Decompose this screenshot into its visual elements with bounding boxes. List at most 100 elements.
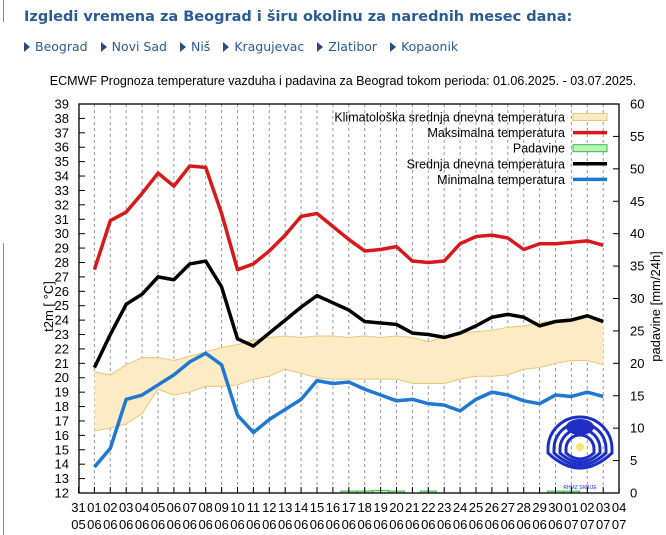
y-tick-label: 23 (55, 327, 69, 342)
x-tick-day: 15 (310, 500, 324, 515)
x-tick-day: 20 (389, 500, 403, 515)
x-tick-month: 06 (278, 517, 292, 532)
arrow-right-icon (100, 41, 107, 52)
x-tick-day: 03 (596, 500, 610, 515)
y-tick-label: 38 (55, 111, 69, 126)
x-tick-day: 03 (119, 500, 133, 515)
x-tick-day: 18 (357, 500, 371, 515)
x-tick-month: 06 (342, 517, 356, 532)
climatology-band (94, 317, 604, 432)
x-tick-day: 04 (612, 500, 626, 515)
city-link-kragujevac[interactable]: Kragujevac (223, 39, 304, 54)
y-tick-label: 24 (55, 313, 69, 328)
legend-label: Minimalna temperatura (437, 173, 565, 187)
y2-tick-label: 60 (630, 97, 644, 112)
x-tick-day: 02 (580, 500, 594, 515)
y-tick-label: 19 (55, 385, 69, 400)
y-tick-label: 35 (55, 154, 69, 169)
y-tick-label: 15 (55, 442, 69, 457)
page-title: Izgledi vremena za Beograd i širu okolin… (24, 9, 573, 25)
city-link-novi-sad[interactable]: Novi Sad (100, 39, 167, 54)
x-tick-month: 06 (389, 517, 403, 532)
y-tick-label: 30 (55, 226, 69, 241)
city-link-label: Novi Sad (111, 39, 167, 54)
x-tick-month: 06 (548, 517, 562, 532)
y-tick-label: 39 (55, 97, 69, 112)
city-link-zlatibor[interactable]: Zlatibor (317, 39, 377, 54)
x-tick-month: 06 (357, 517, 371, 532)
x-tick-day: 29 (532, 500, 546, 515)
climatology-upper-edge (94, 316, 604, 376)
x-tick-month: 06 (326, 517, 340, 532)
x-tick-month: 06 (516, 517, 530, 532)
x-tick-month: 06 (501, 517, 515, 532)
legend-label: Maksimalna temperatura (427, 126, 565, 140)
x-tick-month: 06 (405, 517, 419, 532)
x-tick-day: 25 (469, 500, 483, 515)
y-tick-label: 31 (55, 212, 69, 227)
city-link-label: Beograd (35, 39, 88, 54)
x-tick-day: 01 (87, 500, 101, 515)
city-link-label: Kragujevac (234, 39, 305, 54)
rhmz-logo: RHMZ SRBIJE (546, 415, 614, 491)
x-tick-month: 06 (532, 517, 546, 532)
x-tick-day: 16 (326, 500, 340, 515)
y2-tick-label: 35 (630, 259, 644, 274)
city-link-label: Kopaonik (401, 39, 459, 54)
y2-tick-label: 25 (630, 323, 644, 338)
climatology-lower-edge (94, 359, 604, 432)
x-tick-month: 06 (151, 517, 165, 532)
x-tick-day: 08 (198, 500, 212, 515)
x-tick-month: 05 (71, 517, 85, 532)
series-line-minimalna-temperatura (93, 351, 604, 469)
arrow-right-icon (179, 41, 186, 52)
x-tick-day: 12 (262, 500, 276, 515)
x-tick-day: 21 (405, 500, 419, 515)
x-tick-month: 06 (167, 517, 181, 532)
y-tick-label: 20 (55, 370, 69, 385)
legend-label: Srednja dnevna temperatura (407, 157, 565, 171)
y2-tick-label: 45 (630, 194, 644, 209)
x-tick-month: 06 (135, 517, 149, 532)
legend-swatch-precip (572, 144, 608, 153)
y-tick-label: 22 (55, 341, 69, 356)
x-tick-day: 09 (214, 500, 228, 515)
city-link-beograd[interactable]: Beograd (24, 39, 88, 54)
x-tick-month: 06 (87, 517, 101, 532)
x-tick-month: 06 (373, 517, 387, 532)
arrow-right-icon (223, 41, 230, 52)
x-tick-day: 19 (373, 500, 387, 515)
y-tick-label: 14 (55, 457, 69, 472)
x-tick-day: 02 (103, 500, 117, 515)
x-tick-day: 04 (135, 500, 149, 515)
city-link-label: Niš (190, 39, 211, 54)
city-link-kopaonik[interactable]: Kopaonik (390, 39, 458, 54)
x-tick-month: 06 (485, 517, 499, 532)
y2-tick-label: 15 (630, 388, 644, 403)
legend-swatch-band (572, 113, 608, 121)
city-links: Beograd Novi Sad Niš Kragujevac Zlatibor Kopa… (24, 39, 471, 54)
series-line-maksimalna-temperatura (92, 164, 604, 272)
y-tick-label: 17 (55, 413, 69, 428)
y2-tick-label: 40 (630, 226, 644, 241)
y-tick-label: 34 (55, 169, 69, 184)
chart-title: ECMWF Prognoza temperature vazduha i pad… (49, 74, 637, 88)
x-tick-month: 06 (294, 517, 308, 532)
y2-tick-label: 30 (630, 291, 644, 306)
city-link-ni-[interactable]: Niš (179, 39, 211, 54)
x-tick-day: 01 (564, 500, 578, 515)
page-frame-edge (0, 243, 4, 535)
x-tick-month: 06 (246, 517, 260, 532)
x-tick-month: 06 (421, 517, 435, 532)
x-tick-day: 10 (230, 500, 244, 515)
y-tick-label: 37 (55, 125, 69, 140)
logo-text: RHMZ SRBIJE (563, 485, 597, 491)
x-tick-month: 06 (183, 517, 197, 532)
y2-tick-label: 20 (630, 356, 644, 371)
x-tick-month: 06 (310, 517, 324, 532)
y2-tick-label: 10 (630, 421, 644, 436)
x-tick-day: 23 (437, 500, 451, 515)
x-tick-month: 06 (214, 517, 228, 532)
y-tick-label: 13 (55, 471, 69, 486)
